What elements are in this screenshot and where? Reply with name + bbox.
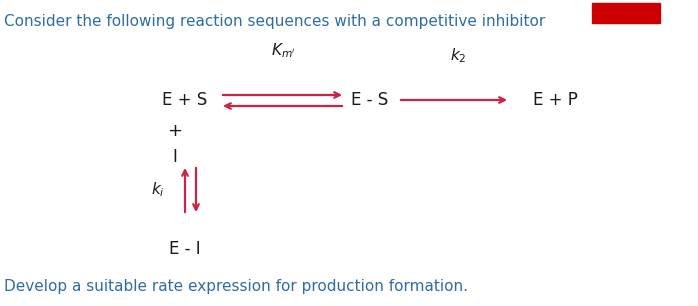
Text: Develop a suitable rate expression for production formation.: Develop a suitable rate expression for p… [4, 279, 468, 294]
Text: E - S: E - S [351, 91, 389, 109]
Text: I: I [172, 148, 177, 166]
Text: E + S: E + S [163, 91, 207, 109]
Text: +: + [168, 122, 182, 140]
Text: $k_i$: $k_i$ [151, 181, 165, 199]
Text: Consider the following reaction sequences with a competitive inhibitor: Consider the following reaction sequence… [4, 14, 545, 29]
Text: $k_2$: $k_2$ [450, 46, 466, 65]
Text: E + P: E + P [533, 91, 577, 109]
Text: $K_{m'}$: $K_{m'}$ [271, 41, 295, 60]
FancyBboxPatch shape [592, 3, 660, 23]
Text: E - I: E - I [169, 240, 201, 258]
